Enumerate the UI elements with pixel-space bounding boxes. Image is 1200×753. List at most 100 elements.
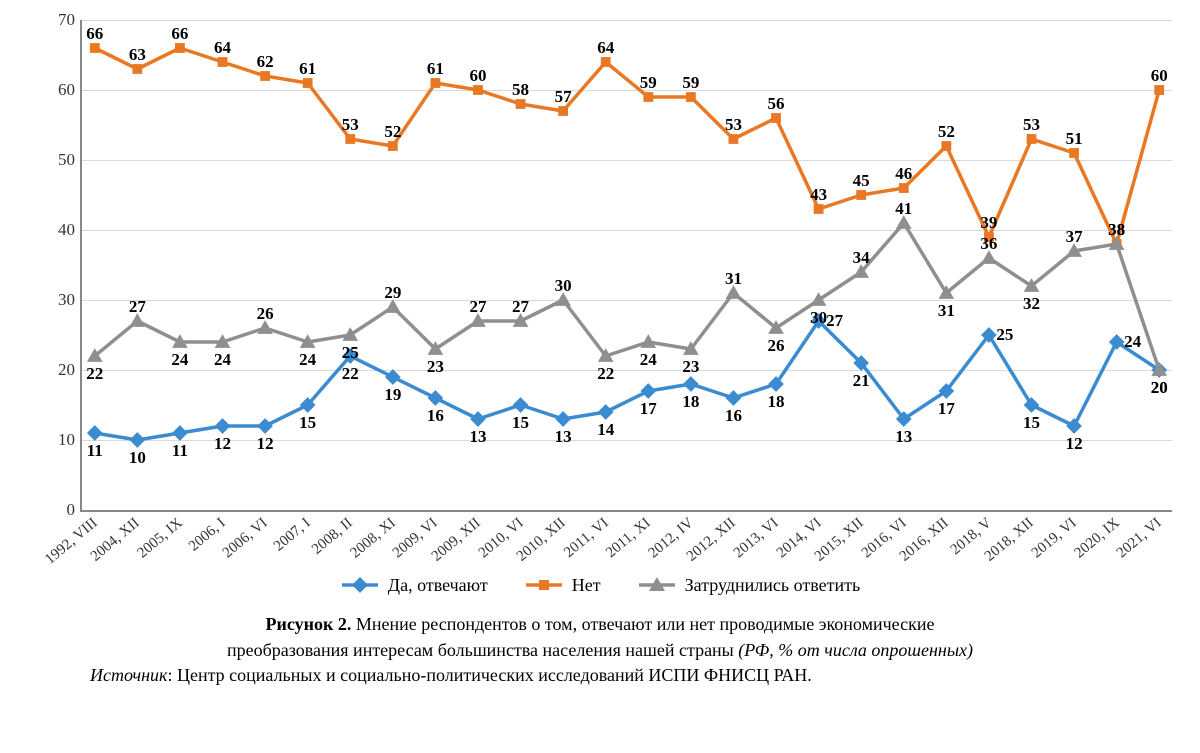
data-label: 52 [384, 122, 401, 142]
data-label: 25 [342, 343, 359, 363]
data-label: 24 [640, 350, 657, 370]
source: Источник: Центр социальных и социально-п… [20, 665, 1180, 686]
legend-item: Нет [524, 574, 601, 596]
data-label: 22 [86, 364, 103, 384]
data-label: 62 [257, 52, 274, 72]
y-tick: 30 [35, 290, 75, 310]
x-tick: 2007, I [271, 515, 314, 555]
data-label: 61 [427, 59, 444, 79]
data-label: 43 [810, 185, 827, 205]
data-label: 20 [1151, 378, 1168, 398]
data-label: 18 [682, 392, 699, 412]
data-label: 60 [1151, 66, 1168, 86]
x-tick: 2008, XI [347, 515, 399, 562]
data-label: 14 [597, 420, 614, 440]
caption-line2-ital: (РФ, % от числа опрошенных) [738, 640, 973, 660]
data-label: 36 [980, 234, 997, 254]
x-tick: 1992, VIII [42, 515, 101, 569]
data-label: 13 [895, 427, 912, 447]
y-tick: 50 [35, 150, 75, 170]
data-label: 10 [129, 448, 146, 468]
data-label: 11 [172, 441, 188, 461]
data-label: 24 [299, 350, 316, 370]
x-tick: 2011, XI [603, 515, 654, 562]
data-label: 51 [1066, 129, 1083, 149]
data-label: 15 [512, 413, 529, 433]
data-label: 31 [725, 269, 742, 289]
data-label: 64 [214, 38, 231, 58]
y-tick: 60 [35, 80, 75, 100]
data-label: 12 [257, 434, 274, 454]
data-label: 53 [342, 115, 359, 135]
x-tick: 2005, IX [134, 515, 186, 562]
legend-item: Затруднились ответить [637, 574, 861, 596]
data-label: 19 [384, 385, 401, 405]
data-label: 17 [640, 399, 657, 419]
legend: Да, отвечают Нет Затруднились ответить [20, 574, 1180, 601]
data-label: 18 [768, 392, 785, 412]
x-tick: 2021, VI [1114, 515, 1166, 562]
data-label: 22 [597, 364, 614, 384]
data-label: 34 [853, 248, 870, 268]
data-label: 63 [129, 45, 146, 65]
data-label: 46 [895, 164, 912, 184]
data-label: 15 [299, 413, 316, 433]
data-label: 27 [469, 297, 486, 317]
data-label: 16 [427, 406, 444, 426]
data-label: 26 [768, 336, 785, 356]
data-label: 66 [171, 24, 188, 44]
data-label: 53 [1023, 115, 1040, 135]
figure-number: Рисунок 2. [266, 614, 352, 634]
data-label: 16 [725, 406, 742, 426]
y-tick: 20 [35, 360, 75, 380]
data-label: 12 [1066, 434, 1083, 454]
x-tick: 2020, IX [1071, 515, 1123, 562]
data-label: 25 [996, 325, 1013, 345]
data-label: 56 [768, 94, 785, 114]
data-label: 27 [512, 297, 529, 317]
data-label: 22 [342, 364, 359, 384]
caption-line2: преобразования интересам большинства нас… [227, 640, 738, 660]
source-text: : Центр социальных и социально-политичес… [167, 665, 811, 685]
data-label: 57 [555, 87, 572, 107]
data-label: 11 [87, 441, 103, 461]
data-label: 52 [938, 122, 955, 142]
data-label: 60 [469, 66, 486, 86]
data-label: 23 [427, 357, 444, 377]
data-label: 29 [384, 283, 401, 303]
plot-area: 1110111212152219161315131417181618272113… [80, 20, 1172, 512]
data-label: 13 [469, 427, 486, 447]
chart: 0 10 20 30 40 50 60 70 11 10 11 12 12 15 22 19 16 13 15 13… [30, 10, 1180, 570]
data-label: 21 [853, 371, 870, 391]
data-label: 45 [853, 171, 870, 191]
y-tick: 0 [35, 500, 75, 520]
y-tick: 70 [35, 10, 75, 30]
x-tick: 2013, VI [731, 515, 783, 562]
data-label: 66 [86, 24, 103, 44]
source-label: Источник [90, 665, 167, 685]
data-label: 59 [640, 73, 657, 93]
data-label: 30 [555, 276, 572, 296]
data-label: 30 [810, 308, 827, 328]
data-label: 27 [826, 311, 843, 331]
data-label: 41 [895, 199, 912, 219]
x-tick: 2011, VI [561, 515, 612, 562]
caption-line1: Мнение респондентов о том, отвечают или … [351, 614, 934, 634]
data-label: 31 [938, 301, 955, 321]
data-label: 37 [1066, 227, 1083, 247]
data-label: 24 [171, 350, 188, 370]
x-axis-labels: 1992, VIII2004, XII2005, IX2006, I2006, … [80, 518, 1170, 568]
data-label: 58 [512, 80, 529, 100]
data-label: 26 [257, 304, 274, 324]
data-label: 32 [1023, 294, 1040, 314]
y-tick: 40 [35, 220, 75, 240]
data-label: 15 [1023, 413, 1040, 433]
data-label: 59 [682, 73, 699, 93]
legend-item: Да, отвечают [340, 574, 488, 596]
data-label: 24 [1124, 332, 1141, 352]
x-tick: 2019, VI [1029, 515, 1081, 562]
y-tick: 10 [35, 430, 75, 450]
data-label: 17 [938, 399, 955, 419]
data-label: 23 [682, 357, 699, 377]
figure-caption: Рисунок 2. Мнение респондентов о том, от… [20, 611, 1180, 663]
